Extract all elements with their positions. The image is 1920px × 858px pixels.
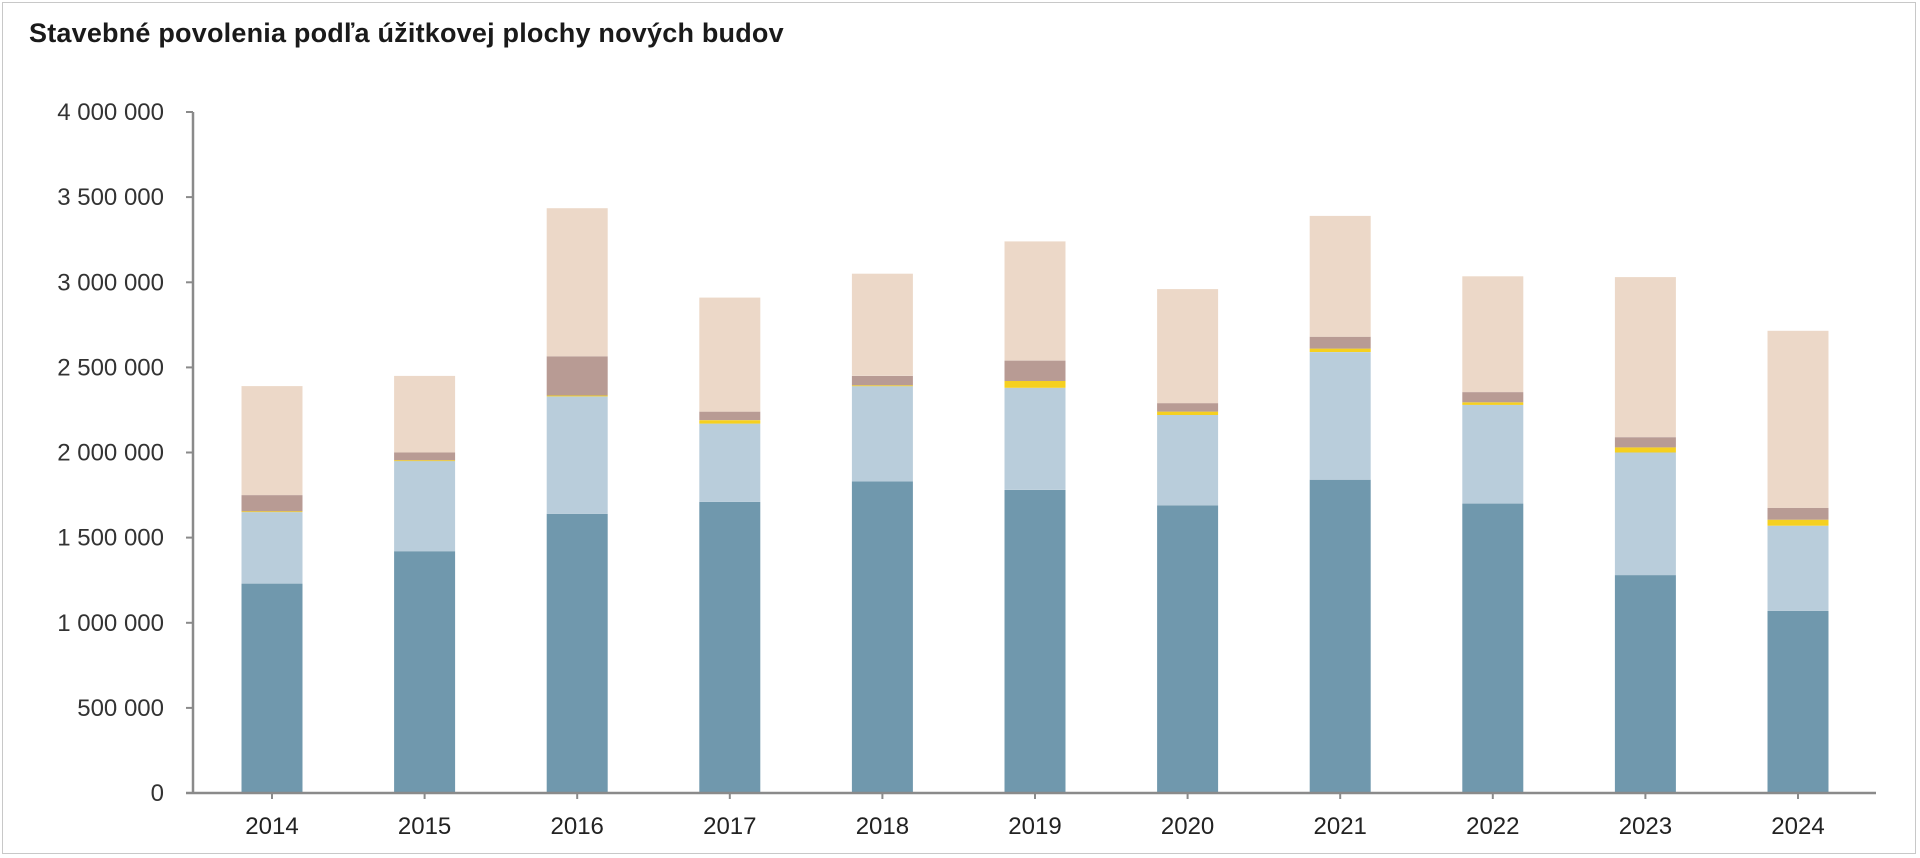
- x-tick-label: 2024: [1771, 813, 1824, 840]
- x-tick-label: 2023: [1619, 813, 1672, 840]
- y-tick-label: 500 000: [77, 695, 164, 722]
- bar-2019-series-3: [1004, 381, 1066, 388]
- bar-2015-series-3: [394, 460, 456, 462]
- bar-2014-series-2: [241, 512, 303, 584]
- bar-2019-series-4: [1004, 360, 1066, 381]
- bar-2022-series-3: [1462, 402, 1524, 405]
- bar-2021-series-4: [1309, 336, 1371, 349]
- bar-2018-series-5: [851, 273, 913, 376]
- bar-2024-series-3: [1767, 519, 1829, 526]
- bar-2019-series-1: [1004, 490, 1066, 793]
- bar-2017-series-5: [699, 297, 761, 412]
- x-tick-label: 2018: [856, 813, 909, 840]
- x-tick-label: 2016: [551, 813, 604, 840]
- bar-2014-series-3: [241, 511, 303, 513]
- y-tick-label: 3 000 000: [57, 269, 164, 296]
- bar-2015-series-2: [394, 461, 456, 552]
- bar-2024-series-2: [1767, 525, 1829, 611]
- bar-2023-series-1: [1614, 575, 1676, 793]
- bar-2016-series-2: [546, 396, 608, 514]
- bar-2017-series-4: [699, 411, 761, 421]
- y-tick-label: 3 500 000: [57, 184, 164, 211]
- bar-2021-series-1: [1309, 479, 1371, 793]
- bar-2014-series-1: [241, 583, 303, 793]
- bar-2024-series-4: [1767, 507, 1829, 520]
- x-tick-label: 2019: [1008, 813, 1061, 840]
- bar-2023-series-5: [1614, 277, 1676, 438]
- bar-2019-series-5: [1004, 241, 1066, 361]
- bar-2022-series-2: [1462, 404, 1524, 504]
- bar-2022-series-5: [1462, 276, 1524, 393]
- bar-2014-series-5: [241, 386, 303, 496]
- bar-2019-series-2: [1004, 387, 1066, 490]
- chart-title: Stavebné povolenia podľa úžitkovej ploch…: [29, 18, 784, 48]
- bar-2022-series-4: [1462, 392, 1524, 403]
- bar-2022-series-1: [1462, 503, 1524, 793]
- x-tick-label: 2022: [1466, 813, 1519, 840]
- bars-group: [241, 208, 1829, 793]
- bar-2021-series-5: [1309, 215, 1371, 337]
- y-tick-label: 1 500 000: [57, 525, 164, 552]
- bar-2016-series-4: [546, 356, 608, 396]
- x-tick-label: 2021: [1314, 813, 1367, 840]
- bar-2017-series-3: [699, 420, 761, 424]
- bar-2020-series-5: [1157, 289, 1219, 404]
- y-tick-label: 2 000 000: [57, 440, 164, 467]
- bar-2017-series-1: [699, 501, 761, 793]
- bar-2020-series-1: [1157, 505, 1219, 793]
- bar-2014-series-4: [241, 495, 303, 512]
- bar-2018-series-3: [851, 385, 913, 387]
- bar-2024-series-1: [1767, 610, 1829, 793]
- bar-2020-series-2: [1157, 415, 1219, 506]
- x-tick-label: 2020: [1161, 813, 1214, 840]
- bar-2016-series-1: [546, 513, 608, 793]
- y-tick-label: 0: [151, 780, 164, 807]
- bar-2024-series-5: [1767, 330, 1829, 508]
- bar-2016-series-3: [546, 395, 608, 397]
- bar-2021-series-2: [1309, 352, 1371, 480]
- y-tick-label: 2 500 000: [57, 354, 164, 381]
- bar-2023-series-4: [1614, 437, 1676, 448]
- bar-2015-series-5: [394, 375, 456, 453]
- bar-2016-series-5: [546, 208, 608, 357]
- bar-2017-series-2: [699, 423, 761, 502]
- x-tick-label: 2017: [703, 813, 756, 840]
- bar-2020-series-3: [1157, 411, 1219, 415]
- bar-2018-series-1: [851, 481, 913, 793]
- bar-2020-series-4: [1157, 403, 1219, 412]
- bar-2018-series-2: [851, 386, 913, 482]
- bar-2023-series-3: [1614, 447, 1676, 453]
- bar-2021-series-3: [1309, 348, 1371, 352]
- y-tick-label: 1 000 000: [57, 610, 164, 637]
- x-tick-label: 2014: [245, 813, 298, 840]
- x-tick-label: 2015: [398, 813, 451, 840]
- bar-2015-series-4: [394, 452, 456, 461]
- y-tick-label: 4 000 000: [57, 99, 164, 126]
- axes-group: 2014 2015 2016 2017 2018 2019 2020 2021 2022 2023…: [57, 99, 1876, 840]
- bar-2018-series-4: [851, 375, 913, 386]
- bar-2023-series-2: [1614, 452, 1676, 576]
- bar-2015-series-1: [394, 551, 456, 793]
